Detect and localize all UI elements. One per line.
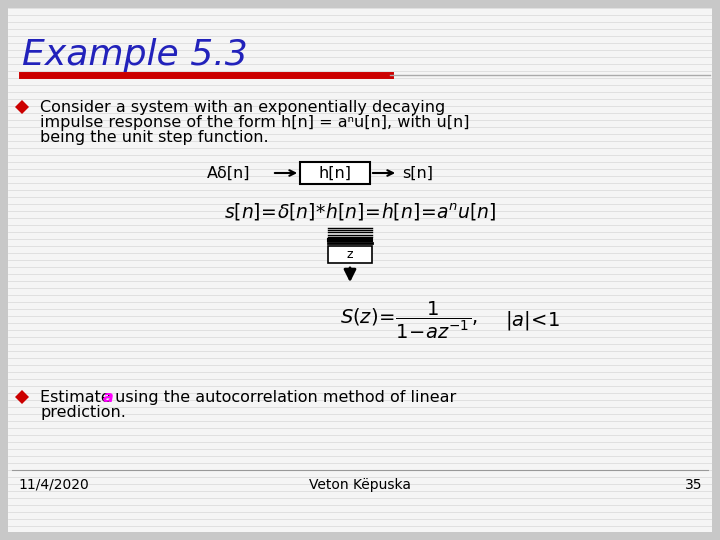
Text: Example 5.3: Example 5.3	[22, 38, 248, 72]
Text: Estimate: Estimate	[40, 390, 116, 405]
Text: impulse response of the form h[n] = aⁿu[n], with u[n]: impulse response of the form h[n] = aⁿu[…	[40, 115, 469, 130]
Text: h[n]: h[n]	[318, 165, 351, 180]
Text: 11/4/2020: 11/4/2020	[18, 478, 89, 492]
Bar	[300, 162, 370, 184]
Text: using the autocorrelation method of linear: using the autocorrelation method of line…	[110, 390, 456, 405]
Text: being the unit step function.: being the unit step function.	[40, 130, 269, 145]
Text: $S(z)\!=\!\dfrac{1}{1\!-\!az^{-1}},$: $S(z)\!=\!\dfrac{1}{1\!-\!az^{-1}},$	[340, 299, 478, 341]
Text: prediction.: prediction.	[40, 405, 126, 420]
Text: $|a|\!<\!1$: $|a|\!<\!1$	[505, 308, 560, 332]
Text: Veton Këpuska: Veton Këpuska	[309, 478, 411, 492]
Text: z: z	[347, 248, 354, 261]
Bar	[328, 246, 372, 263]
Text: Aδ[n]: Aδ[n]	[207, 165, 250, 180]
Text: Consider a system with an exponentially decaying: Consider a system with an exponentially …	[40, 100, 445, 115]
Text: 35: 35	[685, 478, 702, 492]
Text: $s[n]\!=\!\delta[n]\!*\!h[n]\!=\!h[n]\!=\!a^n u[n]$: $s[n]\!=\!\delta[n]\!*\!h[n]\!=\!h[n]\!=…	[224, 201, 496, 222]
Text: s[n]: s[n]	[402, 165, 433, 180]
Text: a: a	[103, 390, 114, 405]
